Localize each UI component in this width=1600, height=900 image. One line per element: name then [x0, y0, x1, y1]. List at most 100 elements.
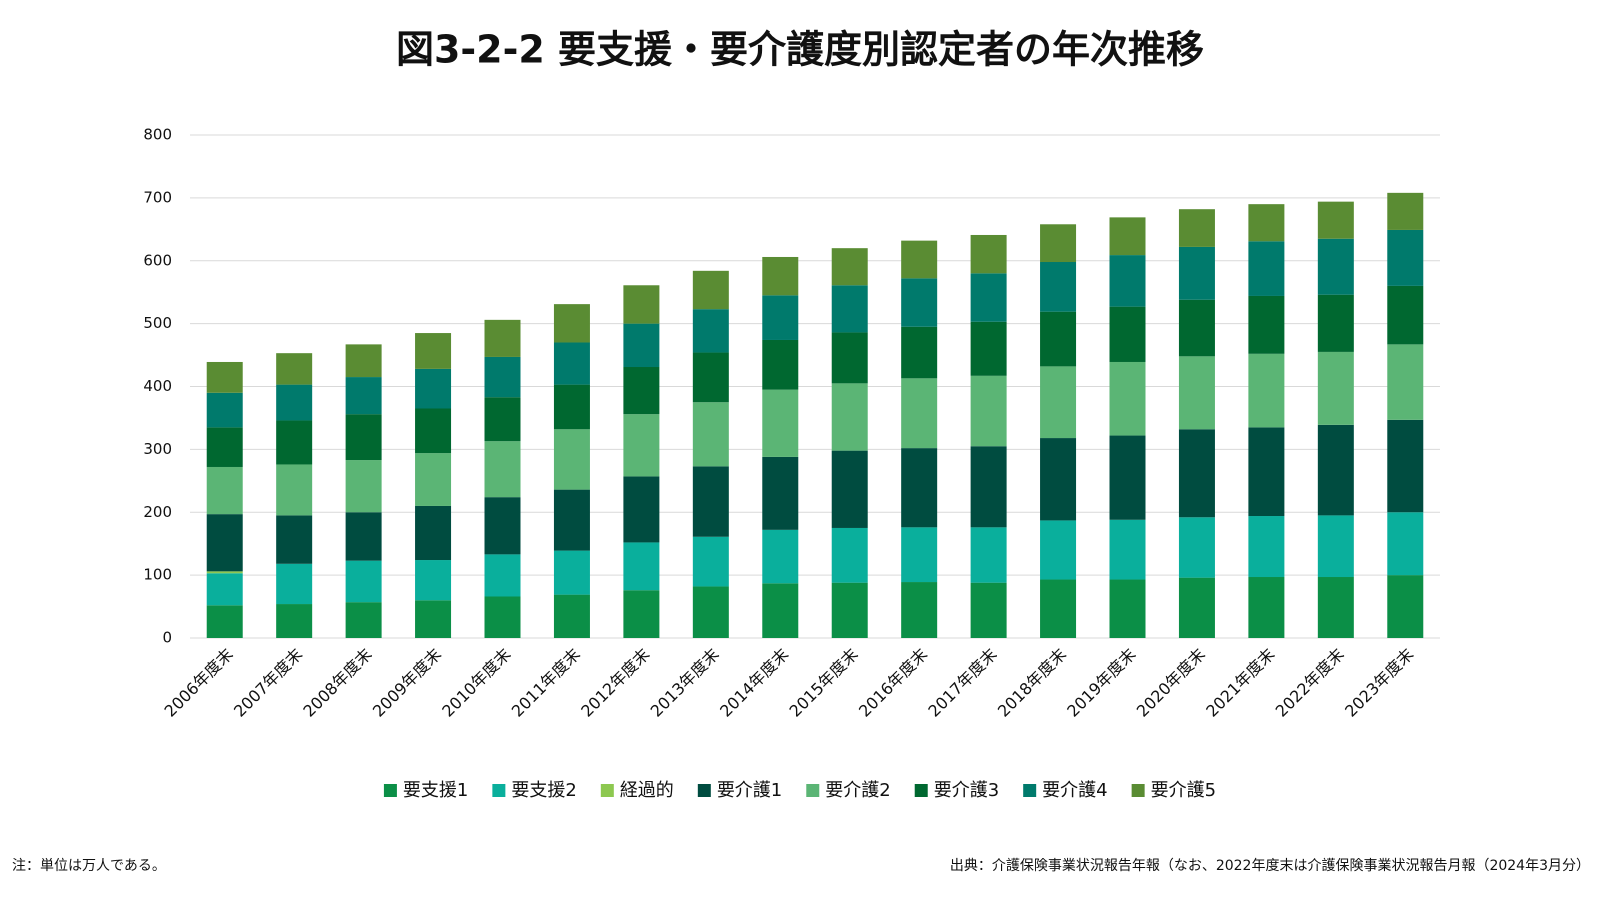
- bar-segment: [345, 560, 382, 603]
- bar-segment: [484, 356, 521, 398]
- bar-segment: [1248, 353, 1285, 428]
- bar-segment: [1109, 306, 1146, 362]
- bar-segment: [1040, 438, 1077, 521]
- bar-segment: [415, 600, 452, 638]
- x-tick-label: 2020年度末: [1133, 645, 1209, 721]
- x-tick-label: 2008年度末: [299, 645, 375, 721]
- x-tick-label: 2019年度末: [1063, 645, 1139, 721]
- legend-label: 経過的: [620, 780, 674, 801]
- bar-segment: [692, 402, 729, 467]
- bar-segment: [692, 270, 729, 310]
- bar-segment: [1178, 299, 1215, 357]
- y-tick-label: 0: [162, 629, 172, 647]
- bar-segment: [762, 339, 799, 390]
- bar-segment: [1178, 209, 1215, 247]
- bar-segment: [415, 333, 452, 369]
- bar-segment: [484, 397, 521, 442]
- bar-segment: [276, 420, 313, 465]
- bar-segment: [970, 527, 1007, 583]
- bar-segment: [553, 429, 590, 490]
- bar-segment: [762, 256, 799, 296]
- bar-segment: [1317, 577, 1354, 638]
- bar-segment: [692, 352, 729, 403]
- bar-segment: [206, 573, 243, 606]
- bar-segment: [970, 375, 1007, 447]
- bar-segment: [692, 586, 729, 638]
- bar-segment: [1248, 577, 1285, 638]
- bar-segment: [901, 326, 938, 379]
- x-tick-label: 2010年度末: [438, 645, 514, 721]
- bar-segment: [692, 309, 729, 353]
- bar-segment: [206, 361, 243, 393]
- bar-segment: [415, 560, 452, 601]
- bar-segment: [484, 319, 521, 357]
- bar-segment: [831, 527, 868, 583]
- bar-segment: [1387, 285, 1424, 345]
- bar-segment: [1040, 224, 1077, 263]
- bar-segment: [415, 453, 452, 506]
- y-tick-label: 700: [143, 188, 172, 206]
- bar-segment: [345, 460, 382, 513]
- bar-segment: [276, 515, 313, 564]
- bar-segment: [484, 596, 521, 638]
- bar-segment: [1109, 217, 1146, 256]
- bar-segment: [1178, 517, 1215, 578]
- bar-segment: [623, 590, 660, 638]
- bar-segment: [1040, 520, 1077, 580]
- bar-segment: [1178, 429, 1215, 518]
- bar-segment: [901, 582, 938, 638]
- legend-swatch: [383, 784, 397, 797]
- legend-label: 要介護1: [717, 780, 782, 801]
- bar-segment: [1040, 262, 1077, 312]
- bar-segment: [692, 466, 729, 537]
- bar-segment: [1317, 294, 1354, 352]
- bar-segment: [623, 476, 660, 543]
- bar-segment: [553, 304, 590, 343]
- bar-segment: [970, 321, 1007, 376]
- bar-segment: [206, 427, 243, 467]
- bar-segment: [970, 234, 1007, 274]
- bar-segment: [1109, 579, 1146, 638]
- legend-swatch: [697, 784, 711, 797]
- bar-segment: [206, 514, 243, 572]
- legend-label: 要介護3: [934, 780, 999, 801]
- y-tick-label: 400: [143, 377, 172, 395]
- bar-segment: [831, 450, 868, 528]
- bar-segment: [901, 378, 938, 449]
- bar-segment: [1387, 344, 1424, 420]
- bar-segment: [484, 497, 521, 555]
- bar-segment: [206, 605, 243, 638]
- bar-segment: [276, 464, 313, 516]
- bar-segment: [276, 604, 313, 638]
- bar-segment: [692, 536, 729, 587]
- legend-label: 要支援1: [403, 780, 468, 801]
- bar-segment: [762, 529, 799, 584]
- bar-segment: [623, 414, 660, 477]
- bar-segment: [553, 384, 590, 430]
- x-tick-label: 2023年度末: [1341, 645, 1417, 721]
- bar-segment: [1178, 577, 1215, 638]
- y-tick-label: 300: [143, 440, 172, 458]
- x-tick-label: 2021年度末: [1202, 645, 1278, 721]
- bar-segment: [901, 527, 938, 583]
- legend-swatch: [1023, 784, 1037, 797]
- bar-segment: [415, 408, 452, 454]
- bar-segment: [1387, 575, 1424, 638]
- y-tick-label: 500: [143, 314, 172, 332]
- bar-segment: [1387, 229, 1424, 286]
- legend-swatch: [914, 784, 928, 797]
- bar-segment: [206, 392, 243, 428]
- bar-segment: [415, 368, 452, 409]
- bar-segment: [553, 489, 590, 551]
- x-tick-label: 2007年度末: [230, 645, 306, 721]
- bar-segment: [1248, 427, 1285, 517]
- bar-segment: [1109, 519, 1146, 580]
- bar-segment: [970, 582, 1007, 638]
- legend-swatch: [600, 784, 614, 797]
- bar-segment: [276, 353, 313, 385]
- note: 注：単位は万人である。: [12, 858, 166, 874]
- bar-segment: [901, 448, 938, 528]
- bar-segment: [1317, 238, 1354, 295]
- bar-segment: [1317, 424, 1354, 516]
